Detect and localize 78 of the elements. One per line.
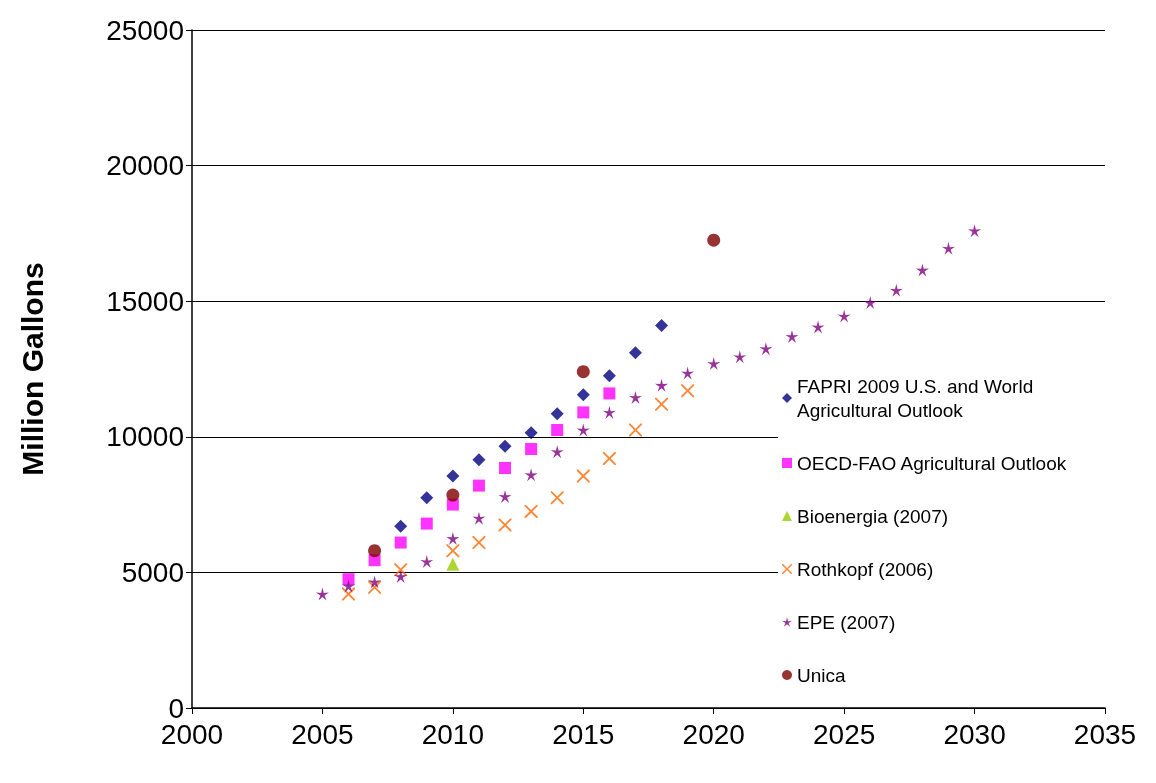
point: [707, 357, 721, 371]
point: [550, 407, 564, 421]
point: [472, 453, 486, 467]
y-axis-title: Million Gallons: [15, 262, 49, 476]
point: [394, 536, 407, 549]
y-tick-label: 25000: [106, 14, 184, 46]
point: [655, 397, 669, 411]
point: [446, 488, 460, 502]
point: [524, 504, 538, 518]
point: [525, 443, 538, 455]
point: [498, 518, 512, 532]
point: [707, 233, 721, 247]
legend-label: Rothkopf (2006): [797, 558, 934, 580]
point: [681, 384, 695, 398]
point: [628, 346, 642, 360]
point: [968, 224, 982, 238]
point: [576, 365, 590, 379]
x-tick-label: 2015: [552, 718, 615, 750]
point: [603, 387, 616, 400]
point: [655, 378, 669, 392]
point: [602, 452, 616, 465]
point: [446, 469, 460, 483]
point: [576, 388, 590, 402]
legend-label: EPE (2007): [797, 611, 896, 633]
point: [394, 519, 408, 533]
point: [420, 517, 433, 530]
point: [759, 342, 773, 356]
point: [315, 587, 329, 601]
point: [863, 296, 877, 310]
point: [499, 461, 512, 474]
x-tick-label: 2010: [421, 718, 485, 750]
point: [368, 575, 382, 589]
point: [446, 532, 460, 545]
y-tick-label: 5000: [121, 556, 184, 588]
x-tick-label: 2035: [1073, 718, 1137, 750]
y-tick-label: 10000: [106, 421, 184, 453]
point: [576, 469, 590, 483]
y-tick-label: 20000: [106, 150, 184, 182]
point: [889, 283, 903, 297]
point: [837, 309, 851, 323]
point: [524, 426, 538, 440]
x-tick-label: 2030: [943, 718, 1006, 750]
legend-label: FAPRI 2009 U.S. and World Agricultural Outlook: [797, 375, 1039, 421]
x-tick-label: 2020: [682, 718, 745, 750]
point: [394, 569, 408, 583]
point: [602, 369, 616, 383]
point: [446, 557, 460, 571]
point: [524, 468, 538, 482]
point: [472, 479, 485, 492]
point: [550, 445, 564, 459]
point: [472, 511, 486, 525]
legend-label: OECD-FAO Agricultural Outlook: [797, 452, 1067, 474]
point: [498, 439, 512, 453]
point: [941, 241, 955, 255]
point: [785, 329, 799, 343]
x-tick-label: 2005: [291, 718, 354, 750]
point: [551, 424, 564, 437]
point: [576, 423, 590, 437]
point: [420, 491, 434, 505]
point: [342, 579, 356, 593]
point: [498, 489, 512, 503]
point: [733, 350, 747, 364]
point: [550, 491, 564, 505]
point: [602, 405, 616, 419]
x-tick-label: 2025: [812, 718, 876, 750]
point: [342, 573, 355, 586]
y-tick-label: 15000: [106, 285, 184, 317]
point: [446, 544, 460, 558]
point: [811, 320, 825, 334]
point: [577, 406, 590, 419]
legend-label: Bioenergia (2007): [797, 505, 949, 527]
point: [655, 319, 669, 333]
legend-label: Unica: [797, 664, 847, 686]
point: [628, 390, 642, 404]
point: [915, 263, 929, 277]
point: [420, 555, 434, 569]
point: [681, 366, 695, 380]
point: [368, 544, 382, 558]
